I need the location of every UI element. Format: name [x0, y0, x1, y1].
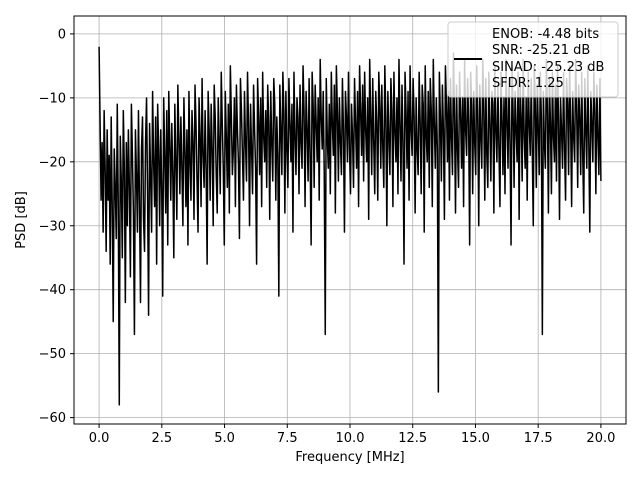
x-axis-label: Frequency [MHz]	[295, 450, 404, 465]
x-tick-label: 0.0	[89, 431, 110, 446]
y-tick-label: 0	[58, 27, 66, 42]
x-tick-label: 5.0	[214, 431, 235, 446]
legend-box	[447, 21, 619, 98]
legend-entry-sfdr: SFDR: 1.25	[492, 76, 564, 91]
y-tick-label: −10	[39, 91, 66, 106]
x-tick-label: 2.5	[151, 431, 172, 446]
legend: ENOB: -4.48 bits SNR: -25.21 dB SINAD: -…	[447, 21, 619, 98]
y-axis-ticks: 0 −10 −20 −30 −40 −50 −60	[39, 27, 74, 426]
y-tick-label: −50	[39, 347, 66, 362]
psd-line-series	[98, 46, 602, 406]
legend-entry-enob: ENOB: -4.48 bits	[492, 27, 599, 42]
legend-entry-snr: SNR: -25.21 dB	[492, 43, 590, 58]
y-tick-label: −40	[39, 283, 66, 298]
legend-entry-sinad: SINAD: -25.23 dB	[492, 60, 604, 75]
x-tick-label: 12.5	[398, 431, 427, 446]
x-axis-ticks: 0.0 2.5 5.0 7.5 10.0 12.5 15.0 17.5 20.0	[89, 424, 615, 446]
x-tick-label: 17.5	[524, 431, 553, 446]
y-tick-label: −30	[39, 219, 66, 234]
x-tick-label: 15.0	[461, 431, 490, 446]
x-tick-label: 10.0	[336, 431, 365, 446]
x-tick-label: 7.5	[277, 431, 298, 446]
psd-series-line	[98, 46, 602, 406]
y-tick-label: −60	[39, 411, 66, 426]
x-tick-label: 20.0	[586, 431, 615, 446]
y-axis-label: PSD [dB]	[14, 191, 29, 249]
y-tick-label: −20	[39, 155, 66, 170]
